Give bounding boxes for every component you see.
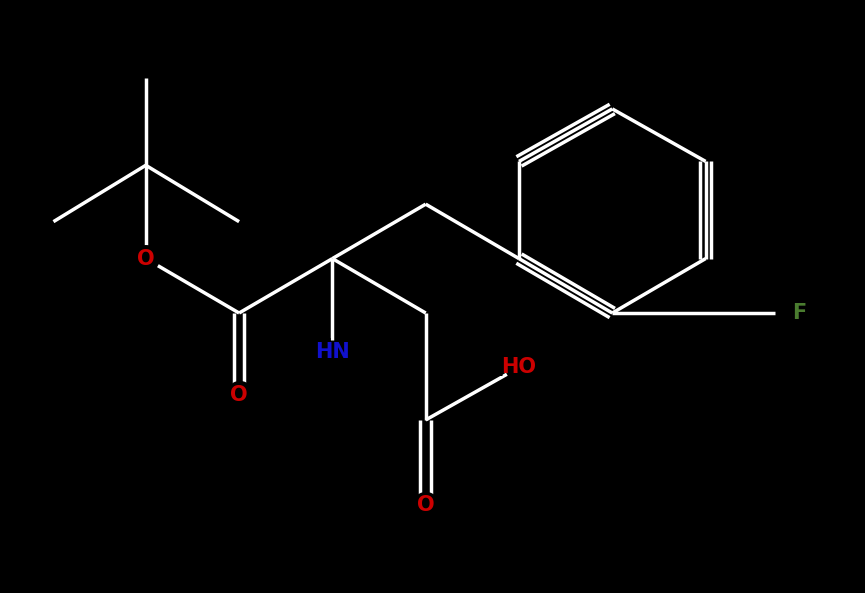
Text: F: F bbox=[789, 298, 810, 327]
Text: O: O bbox=[133, 244, 158, 273]
Text: HN: HN bbox=[315, 342, 349, 362]
Text: HO: HO bbox=[493, 353, 545, 382]
Text: F: F bbox=[791, 303, 806, 323]
Text: O: O bbox=[226, 380, 252, 409]
Text: O: O bbox=[230, 385, 248, 404]
Text: O: O bbox=[137, 248, 155, 269]
Text: O: O bbox=[413, 491, 439, 520]
Text: O: O bbox=[417, 496, 434, 515]
Text: HO: HO bbox=[502, 358, 536, 378]
Text: HN: HN bbox=[307, 337, 358, 366]
